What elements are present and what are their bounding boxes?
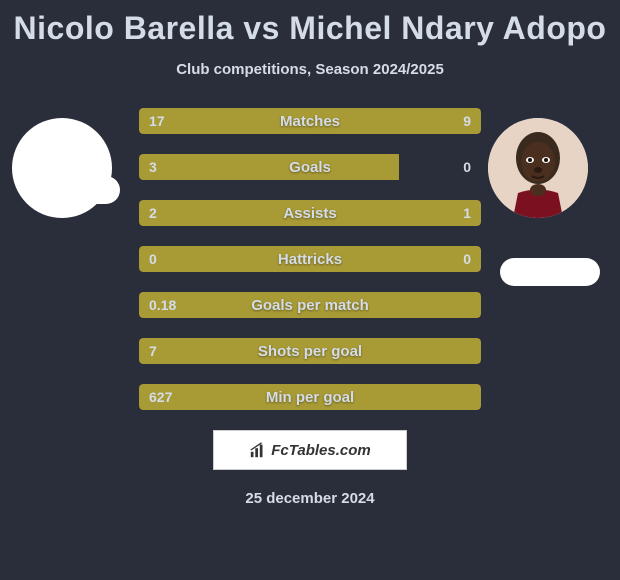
stat-label: Shots per goal — [139, 338, 481, 364]
stat-value-left: 7 — [139, 338, 167, 364]
page-title: Nicolo Barella vs Michel Ndary Adopo — [0, 0, 620, 47]
stat-label: Goals per match — [139, 292, 481, 318]
stat-label: Min per goal — [139, 384, 481, 410]
chart-icon — [249, 441, 267, 459]
stat-row-hattricks: 0 Hattricks 0 — [139, 246, 481, 272]
stat-label: Matches — [139, 108, 481, 134]
stat-label: Assists — [139, 200, 481, 226]
stat-value-right — [461, 384, 481, 410]
player-right-team-badge — [500, 258, 600, 286]
date-label: 25 december 2024 — [0, 490, 620, 507]
stat-row-matches: 17 Matches 9 — [139, 108, 481, 134]
stat-value-right: 9 — [453, 108, 481, 134]
stat-value-left: 627 — [139, 384, 182, 410]
stat-value-right — [461, 292, 481, 318]
stat-value-right — [461, 338, 481, 364]
stat-value-left: 3 — [139, 154, 167, 180]
fctables-logo[interactable]: FcTables.com — [213, 430, 407, 470]
stat-value-left: 2 — [139, 200, 167, 226]
stat-label: Goals — [139, 154, 481, 180]
stat-row-assists: 2 Assists 1 — [139, 200, 481, 226]
stat-value-left: 17 — [139, 108, 175, 134]
subtitle: Club competitions, Season 2024/2025 — [0, 61, 620, 78]
logo-text: FcTables.com — [271, 442, 370, 459]
stat-row-min-per-goal: 627 Min per goal — [139, 384, 481, 410]
stat-value-right: 0 — [453, 154, 481, 180]
stats-container: 17 Matches 9 3 Goals 0 2 Assists 1 0 Hat… — [139, 108, 481, 410]
stat-label: Hattricks — [139, 246, 481, 272]
stat-row-goals-per-match: 0.18 Goals per match — [139, 292, 481, 318]
stat-value-right: 1 — [453, 200, 481, 226]
player-left-team-badge — [20, 176, 120, 204]
stat-row-shots-per-goal: 7 Shots per goal — [139, 338, 481, 364]
stat-value-left: 0.18 — [139, 292, 186, 318]
avatar-placeholder-icon — [488, 118, 588, 218]
player-right-avatar — [488, 118, 588, 218]
stat-row-goals: 3 Goals 0 — [139, 154, 481, 180]
stat-value-left: 0 — [139, 246, 167, 272]
stat-value-right: 0 — [453, 246, 481, 272]
